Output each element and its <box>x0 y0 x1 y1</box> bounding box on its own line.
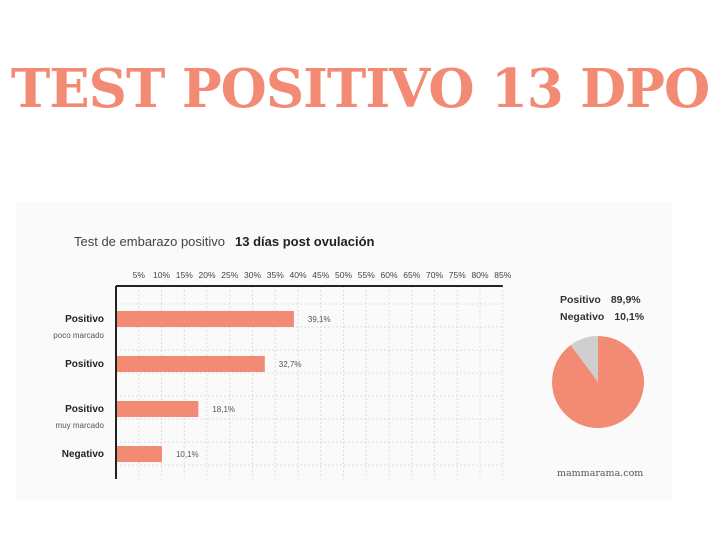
x-tick-label: 55% <box>358 270 375 280</box>
x-tick-label: 25% <box>221 270 238 280</box>
category-sublabel: poco marcado <box>53 331 104 340</box>
category-label: Negativo <box>62 449 104 460</box>
pie-legend-name: Positivo <box>560 294 601 306</box>
x-tick-label: 85% <box>494 270 511 280</box>
x-tick-label: 10% <box>153 270 170 280</box>
pie-slice <box>551 336 644 428</box>
x-tick-label: 50% <box>335 270 352 280</box>
bar <box>117 446 162 462</box>
bar-value-label: 39,1% <box>308 315 331 324</box>
headline: TEST POSITIVO 13 DPO <box>10 58 710 120</box>
bar-chart: 5% 10% 15% 20% 25% 30% 35% 40% 45% 50% 55% 60% 65% 70… <box>53 270 644 479</box>
pie-legend-value: 10,1% <box>614 311 645 323</box>
x-tick-label: 80% <box>471 270 488 280</box>
bar <box>117 356 265 372</box>
pie-legend-name: Negativo <box>560 311 605 323</box>
x-tick-label: 20% <box>198 270 215 280</box>
x-tick-label: 5% <box>133 270 146 280</box>
category-label: Positivo <box>65 404 104 415</box>
watermark: mammarama.com <box>557 468 644 479</box>
x-tick-label: 65% <box>403 270 420 280</box>
bar <box>117 401 199 417</box>
chart-card: Test de embarazo positivo 13 días post ov… <box>16 202 672 500</box>
x-tick-label: 35% <box>267 270 284 280</box>
x-tick-label: 75% <box>449 270 466 280</box>
bar-value-label: 32,7% <box>279 360 302 369</box>
x-tick-label: 15% <box>176 270 193 280</box>
category-label: Positivo <box>65 359 104 370</box>
x-tick-label: 40% <box>289 270 306 280</box>
x-tick-label: 30% <box>244 270 261 280</box>
pie-legend: Positivo 89,9% Negativo 10,1% <box>560 292 644 326</box>
bar-value-label: 10,1% <box>176 450 199 459</box>
x-tick-label: 45% <box>312 270 329 280</box>
pie-legend-value: 89,9% <box>610 294 641 306</box>
chart-subtitle: Test de embarazo positivo 13 días post ov… <box>74 234 374 249</box>
category-sublabel: muy marcado <box>56 421 105 430</box>
pie-legend-positivo: Positivo 89,9% <box>560 292 644 309</box>
pie-slice <box>570 336 598 382</box>
x-tick-label: 60% <box>380 270 397 280</box>
x-tick-label: 70% <box>426 270 443 280</box>
subtitle-label: Test de embarazo positivo <box>74 234 226 249</box>
bar-value-label: 18,1% <box>212 405 235 414</box>
category-label: Positivo <box>65 314 104 325</box>
pie-legend-negativo: Negativo 10,1% <box>560 309 644 326</box>
subtitle-emphasis: 13 días post ovulación <box>235 234 375 249</box>
bar <box>117 311 294 327</box>
